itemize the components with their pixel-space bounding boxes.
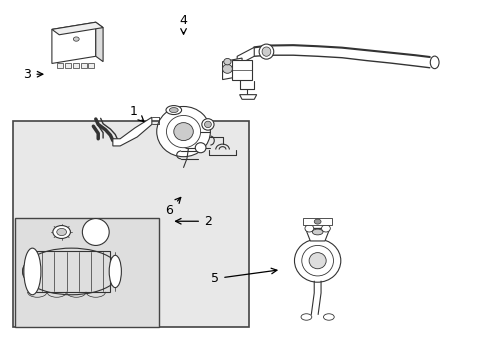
Polygon shape: [237, 47, 254, 65]
Ellipse shape: [312, 229, 323, 235]
Ellipse shape: [202, 119, 214, 130]
Ellipse shape: [222, 64, 232, 73]
Circle shape: [53, 226, 70, 238]
Ellipse shape: [429, 56, 438, 69]
Ellipse shape: [166, 116, 200, 148]
Ellipse shape: [224, 58, 231, 65]
Bar: [13, 121, 249, 327]
Bar: [88, 63, 94, 68]
Circle shape: [314, 219, 321, 224]
Ellipse shape: [165, 105, 181, 114]
Ellipse shape: [259, 44, 273, 59]
Ellipse shape: [169, 108, 178, 113]
Ellipse shape: [323, 314, 333, 320]
Bar: [232, 60, 251, 80]
Bar: [81, 63, 87, 68]
Ellipse shape: [262, 47, 270, 56]
Bar: [15, 218, 159, 327]
Text: 5: 5: [211, 268, 276, 285]
Polygon shape: [96, 22, 103, 62]
Ellipse shape: [82, 219, 109, 246]
Ellipse shape: [294, 239, 340, 282]
Text: 6: 6: [164, 197, 181, 217]
Circle shape: [73, 37, 79, 41]
Ellipse shape: [321, 225, 330, 232]
Bar: [65, 63, 71, 68]
Bar: [57, 63, 62, 68]
Ellipse shape: [305, 225, 313, 232]
Ellipse shape: [109, 255, 121, 288]
Polygon shape: [222, 58, 242, 80]
Text: 2: 2: [175, 215, 211, 228]
Text: 3: 3: [23, 68, 43, 81]
Polygon shape: [52, 22, 103, 35]
Text: 4: 4: [179, 14, 187, 34]
Ellipse shape: [173, 123, 193, 140]
Bar: [303, 219, 331, 225]
Ellipse shape: [24, 248, 41, 295]
Text: 1: 1: [129, 105, 143, 122]
Ellipse shape: [308, 253, 325, 269]
Ellipse shape: [204, 121, 211, 128]
Ellipse shape: [157, 107, 210, 157]
Bar: [73, 63, 79, 68]
Ellipse shape: [301, 314, 311, 320]
Ellipse shape: [301, 246, 333, 276]
Bar: [27, 251, 110, 292]
Ellipse shape: [195, 143, 205, 153]
Polygon shape: [113, 117, 152, 146]
Polygon shape: [52, 22, 96, 63]
Polygon shape: [305, 228, 329, 241]
Circle shape: [57, 228, 66, 235]
Polygon shape: [239, 95, 256, 99]
